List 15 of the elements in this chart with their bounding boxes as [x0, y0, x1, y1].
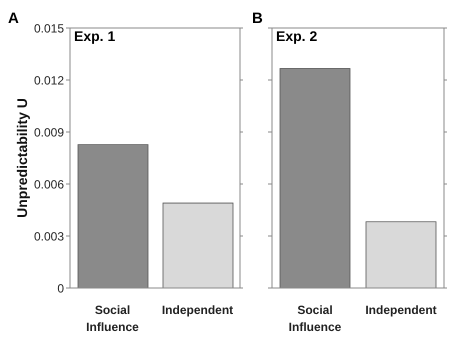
y-tick-label: 0.009 [34, 125, 64, 140]
x-tick-label: Social Influence [288, 303, 342, 334]
x-tick-label: Independent [365, 303, 437, 317]
y-tick-label: 0.006 [34, 177, 64, 192]
y-tick-label: 0.003 [34, 229, 64, 244]
y-axis-title: Unpredictability U [14, 98, 30, 218]
x-tick-label: Independent [162, 303, 234, 317]
y-tick-label: 0 [57, 281, 64, 296]
y-tick-label: 0.012 [34, 73, 64, 88]
chart-title: Exp. 1 [74, 28, 116, 44]
y-tick-label: 0.015 [34, 21, 64, 36]
x-tick-label: Social Influence [86, 303, 140, 334]
text: A [8, 10, 19, 27]
chart-title: Exp. 2 [276, 28, 318, 44]
text: B [252, 10, 263, 27]
